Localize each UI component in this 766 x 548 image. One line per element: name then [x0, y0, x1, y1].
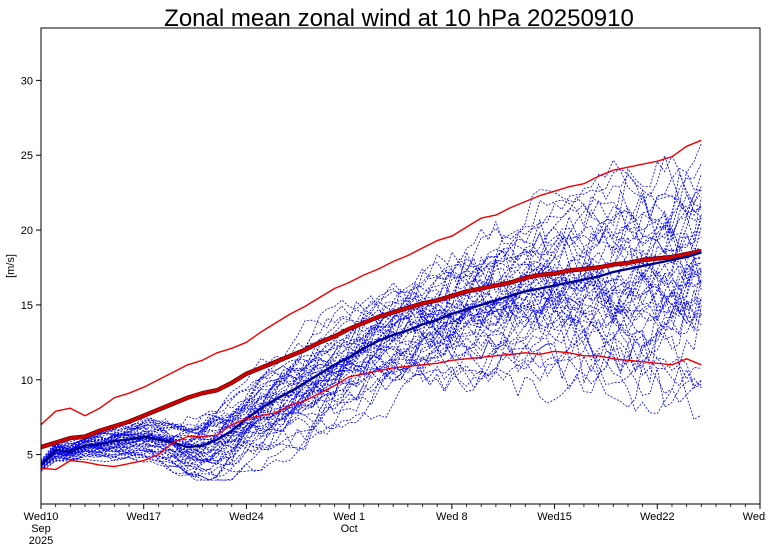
y-tick-label: 20: [21, 225, 33, 237]
ensemble-member-line: [41, 195, 702, 464]
y-axis-label: [m/s]: [5, 254, 17, 278]
ensemble-member-line: [41, 257, 702, 470]
y-tick-label: 15: [21, 300, 33, 312]
ensemble-member-line: [41, 256, 702, 468]
series-line: [41, 249, 702, 449]
ensemble-member-line: [41, 251, 702, 465]
x-tick-label: Wed17: [126, 511, 161, 523]
plot-frame: [40, 27, 761, 505]
ensemble-member-line: [41, 289, 702, 481]
ensemble-member-line: [41, 256, 702, 466]
ensemble-member-line: [41, 315, 702, 478]
ensemble-member-line: [41, 227, 702, 464]
x-tick-label: Wed22: [640, 511, 675, 523]
ensemble-member-line: [41, 155, 702, 463]
ensemble-member-line: [41, 266, 702, 464]
ensemble-member-line: [41, 159, 702, 461]
ensemble-member-line: [41, 292, 702, 466]
y-tick-label: 25: [21, 150, 33, 162]
ensemble-member-line: [41, 193, 702, 464]
series-line: [41, 350, 702, 471]
ensemble-member-line: [41, 249, 702, 464]
ensemble-member-line: [41, 351, 702, 481]
x-tick-label: Wed 8: [436, 511, 468, 523]
plot-area: [41, 139, 702, 481]
y-tick-label: 10: [21, 375, 33, 387]
ensemble-member-line: [41, 214, 702, 466]
ensemble-member-line: [41, 168, 702, 463]
ensemble-member-line: [41, 244, 702, 466]
ensemble-member-line: [41, 171, 702, 463]
ensemble-member-line: [41, 282, 702, 468]
x-tick-label: 2025: [29, 535, 53, 547]
ensemble-member-line: [41, 274, 702, 468]
x-tick-label: Wed10: [24, 511, 59, 523]
ensemble-member-line: [41, 255, 702, 466]
ensemble-member-line: [41, 228, 702, 464]
series-line: [41, 251, 702, 466]
ensemble-member-line: [41, 226, 702, 466]
ensemble-member-line: [41, 193, 702, 465]
ensemble-member-line: [41, 143, 702, 464]
series-line: [41, 139, 702, 426]
x-tick-label: Wed24: [229, 511, 264, 523]
ensemble-member-line: [41, 326, 702, 469]
ensemble-member-line: [41, 316, 702, 481]
y-tick-label: 30: [21, 75, 33, 87]
x-tick-label: Sep: [31, 523, 51, 535]
ensemble-member-line: [41, 163, 702, 461]
ensemble-member-line: [41, 214, 702, 471]
x-tick-label: Wed 1: [333, 511, 365, 523]
x-tick-label: Wed15: [537, 511, 572, 523]
y-tick-label: 5: [27, 450, 33, 462]
x-tick-label: Wed29: [743, 511, 766, 523]
x-tick-label: Oct: [341, 523, 358, 535]
ensemble-member-line: [41, 189, 702, 464]
